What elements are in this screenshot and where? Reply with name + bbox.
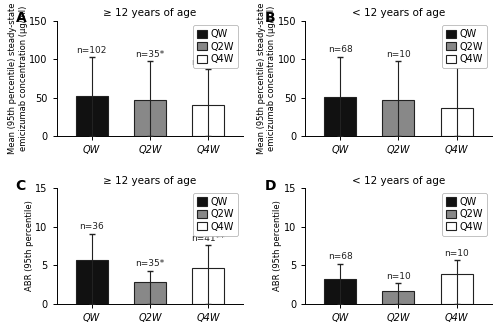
Title: ≥ 12 years of age: ≥ 12 years of age bbox=[103, 8, 196, 18]
Bar bbox=[382, 100, 414, 136]
Bar bbox=[440, 274, 472, 304]
Text: n=68: n=68 bbox=[328, 252, 352, 261]
Bar bbox=[76, 96, 108, 136]
Bar bbox=[324, 279, 356, 304]
Text: n=35*: n=35* bbox=[135, 50, 164, 59]
Bar bbox=[76, 260, 108, 304]
Legend: QW, Q2W, Q4W: QW, Q2W, Q4W bbox=[442, 193, 487, 236]
Legend: QW, Q2W, Q4W: QW, Q2W, Q4W bbox=[194, 25, 238, 68]
Title: < 12 years of age: < 12 years of age bbox=[352, 8, 445, 18]
Text: n=102: n=102 bbox=[76, 46, 107, 55]
Text: n=41**: n=41** bbox=[192, 58, 225, 67]
Text: n=10: n=10 bbox=[386, 271, 411, 281]
Text: n=35*: n=35* bbox=[135, 259, 164, 268]
Y-axis label: ABR (95th percentile): ABR (95th percentile) bbox=[25, 201, 34, 291]
Text: n=41**: n=41** bbox=[192, 234, 225, 243]
Y-axis label: Mean (95th percentile) steady-state
emicizumab concentration (μg/ml): Mean (95th percentile) steady-state emic… bbox=[257, 3, 276, 154]
Text: B: B bbox=[264, 11, 275, 25]
Bar bbox=[134, 100, 166, 136]
Text: D: D bbox=[264, 179, 276, 193]
Title: ≥ 12 years of age: ≥ 12 years of age bbox=[103, 176, 196, 186]
Legend: QW, Q2W, Q4W: QW, Q2W, Q4W bbox=[194, 193, 238, 236]
Bar bbox=[192, 268, 224, 304]
Text: n=10: n=10 bbox=[444, 55, 469, 65]
Bar bbox=[440, 108, 472, 136]
Y-axis label: ABR (95th percentile): ABR (95th percentile) bbox=[274, 201, 282, 291]
Text: n=10: n=10 bbox=[386, 50, 411, 59]
Title: < 12 years of age: < 12 years of age bbox=[352, 176, 445, 186]
Bar bbox=[192, 105, 224, 136]
Bar bbox=[134, 282, 166, 304]
Text: A: A bbox=[16, 11, 26, 25]
Text: C: C bbox=[16, 179, 26, 193]
Text: n=10: n=10 bbox=[444, 249, 469, 258]
Bar bbox=[382, 291, 414, 304]
Y-axis label: Mean (95th percentile) steady-state
emicizumab concentration (μg/ml): Mean (95th percentile) steady-state emic… bbox=[8, 3, 28, 154]
Text: n=68: n=68 bbox=[328, 45, 352, 54]
Text: n=36: n=36 bbox=[79, 222, 104, 231]
Legend: QW, Q2W, Q4W: QW, Q2W, Q4W bbox=[442, 25, 487, 68]
Bar bbox=[324, 97, 356, 136]
